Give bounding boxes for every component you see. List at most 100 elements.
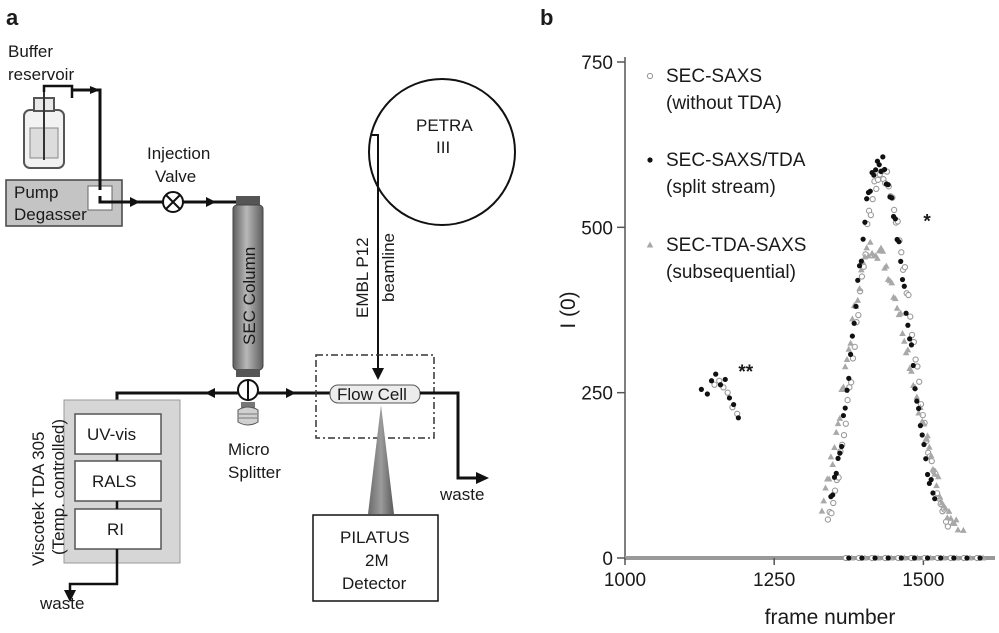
data-point — [833, 470, 839, 476]
data-point — [873, 167, 879, 173]
panel-b-label: b — [540, 5, 553, 30]
data-point — [841, 363, 849, 370]
data-point — [867, 211, 875, 219]
data-point — [935, 473, 942, 480]
data-point — [933, 482, 940, 489]
sec-column-label: SEC Column — [240, 247, 259, 345]
data-point — [726, 395, 733, 401]
data-point — [822, 484, 829, 491]
legend-label: (without TDA) — [666, 93, 782, 114]
data-point — [916, 378, 923, 385]
data-point — [897, 309, 905, 316]
data-point — [892, 295, 899, 302]
data-point — [835, 455, 841, 461]
data-point — [913, 393, 921, 400]
petra-ring: PETRA III — [368, 78, 516, 226]
data-point — [862, 219, 868, 225]
data-point — [951, 555, 957, 561]
data-point — [844, 396, 851, 404]
data-point — [855, 277, 861, 283]
viscotek-temp-label: (Temp. controlled) — [49, 419, 68, 555]
ri-module — [74, 508, 162, 550]
flow-cell: Flow Cell — [329, 384, 421, 404]
data-point — [713, 371, 719, 377]
data-point — [856, 285, 863, 292]
legend-label: SEC-SAXS — [666, 66, 762, 87]
waste-right-label: waste — [439, 485, 484, 504]
data-point — [931, 470, 939, 477]
data-point — [952, 516, 960, 523]
data-point — [849, 333, 855, 339]
data-point — [885, 182, 891, 188]
pump-label: Pump — [14, 183, 58, 202]
petra-iii-label: III — [436, 138, 450, 157]
panel-a-label: a — [6, 5, 19, 30]
data-point — [917, 423, 924, 429]
ri-label: RI — [107, 520, 124, 539]
injection-label: Injection — [147, 144, 210, 163]
data-point — [854, 296, 862, 303]
legend-marker — [646, 72, 654, 80]
data-point — [876, 162, 882, 168]
legend-label: SEC-TDA-SAXS — [666, 235, 806, 256]
y-tick-label: 0 — [602, 549, 613, 570]
data-point — [912, 356, 919, 363]
data-point — [898, 555, 904, 561]
data-point — [945, 507, 953, 514]
data-point — [880, 154, 886, 160]
data-point — [849, 355, 857, 362]
data-point — [829, 461, 836, 468]
data-point — [942, 504, 949, 511]
data-point — [893, 304, 901, 311]
y-tick-label: 250 — [581, 384, 613, 405]
data-point — [928, 477, 934, 483]
data-point — [888, 279, 896, 286]
data-point — [846, 555, 852, 561]
data-point — [724, 389, 731, 396]
data-point — [901, 263, 909, 271]
data-point — [859, 555, 865, 561]
y-tick-label: 750 — [581, 53, 613, 74]
data-point — [840, 431, 848, 439]
data-point — [977, 555, 983, 561]
data-point — [711, 381, 718, 388]
data-point — [831, 474, 838, 480]
data-point — [840, 412, 847, 419]
data-point — [837, 450, 843, 456]
data-point — [903, 310, 909, 316]
x-tick-label: 1500 — [902, 570, 944, 591]
data-point — [840, 383, 847, 390]
data-point — [898, 258, 904, 264]
data-point — [908, 331, 916, 339]
annotation: ** — [738, 362, 753, 383]
rals-label: RALS — [92, 472, 136, 491]
data-point — [907, 313, 914, 320]
data-point — [908, 367, 915, 374]
data-point — [924, 432, 931, 439]
data-point — [848, 379, 855, 386]
injection-valve-icon — [162, 191, 184, 213]
data-point — [731, 401, 737, 408]
data-point — [947, 514, 955, 521]
pilatus-detector: PILATUS 2M Detector — [312, 514, 439, 602]
chart-plot: 0 250 500 750 1000 1250 1500 frame number I (0) *… — [557, 53, 995, 629]
data-point — [926, 443, 933, 450]
data-point — [881, 166, 888, 173]
data-point — [863, 244, 870, 251]
x-tick-label: 1000 — [604, 570, 646, 591]
splitter-label: Splitter — [228, 463, 281, 482]
legend-label: (split stream) — [666, 177, 776, 198]
data-point — [900, 337, 908, 344]
data-point — [836, 414, 844, 421]
data-point — [919, 432, 925, 438]
data-point — [883, 262, 890, 269]
data-point — [938, 555, 944, 561]
data-point — [892, 216, 898, 222]
sec-column: SEC Column — [232, 196, 264, 377]
data-point — [921, 441, 927, 448]
degasser-label: Degasser — [14, 205, 87, 224]
data-point — [845, 345, 853, 352]
data-point — [872, 555, 878, 561]
data-point — [964, 555, 970, 561]
data-point — [858, 266, 865, 273]
